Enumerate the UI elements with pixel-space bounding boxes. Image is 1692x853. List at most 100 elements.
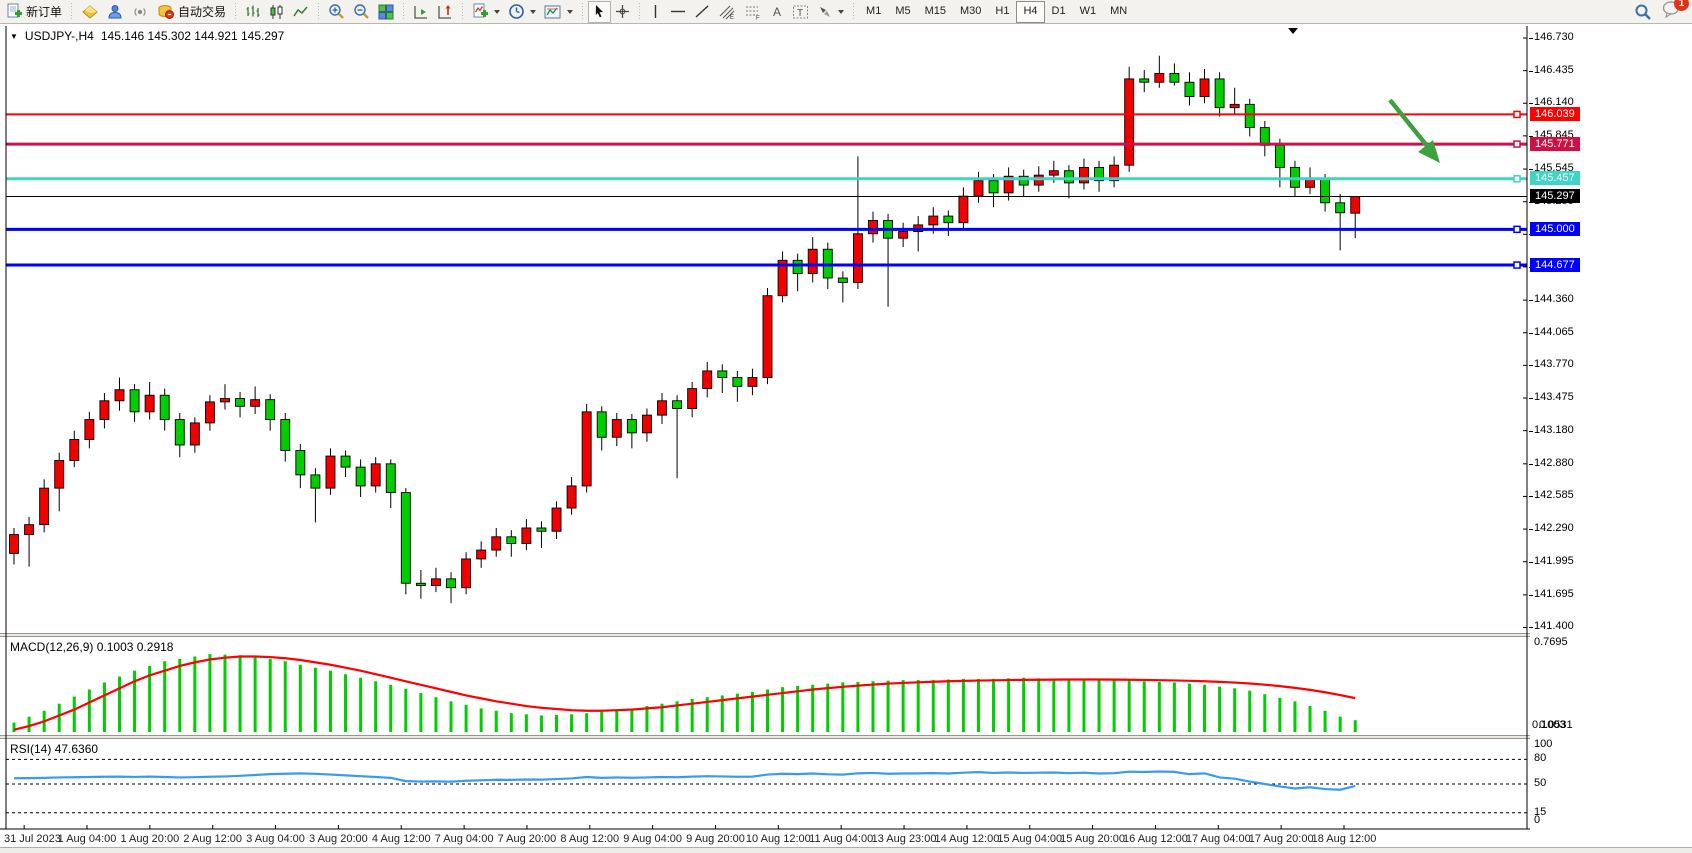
candle [54,460,65,489]
clock-icon [509,4,524,19]
line-handle[interactable] [1513,140,1521,148]
candle [521,527,532,544]
trendline-icon [695,5,709,18]
panel-splitter[interactable] [0,735,1530,739]
tf-M15[interactable]: M15 [924,4,946,17]
panel-splitter[interactable] [0,633,1530,637]
candle [868,220,878,235]
annotation-arrow[interactable] [1388,98,1434,154]
line-handle[interactable] [1513,110,1521,119]
macd-bar [660,703,664,732]
collapse-icon[interactable]: ▼ [10,31,18,41]
annotation-arrowhead[interactable] [1418,140,1440,163]
periods-button[interactable] [504,1,540,23]
candle [762,295,773,378]
hline-icon [671,10,686,13]
toolbar-separator [233,2,239,21]
time-label: 1 Aug 20:00 [120,833,180,845]
tf-M1[interactable]: M1 [866,4,882,17]
macd-bar [298,664,302,732]
candle [220,398,230,403]
svg-text:A: A [773,5,781,19]
candle [506,536,517,544]
trendline-button[interactable] [690,1,714,23]
time-label: 10 Aug 12:00 [745,833,811,845]
crosshair-button[interactable] [611,1,634,23]
macd-bar [1248,690,1252,732]
vline-button[interactable] [645,1,666,23]
styler-button[interactable] [77,1,103,23]
fibonacci-button[interactable]: F [740,1,766,23]
text-label-button[interactable]: T [788,1,813,23]
line-handle[interactable] [1513,261,1521,269]
signals-button[interactable] [128,1,153,23]
candle [385,463,396,494]
zoom-in-button[interactable] [324,1,349,23]
price-tick: 141.695 [1529,587,1574,600]
autotrade-button[interactable]: 自动交易 [153,1,230,23]
hline-button[interactable] [666,1,690,23]
price-tick: 143.180 [1529,423,1574,436]
templates-button[interactable] [540,1,577,23]
macd-bar [178,658,182,732]
autoscroll-icon [414,5,428,19]
tf-M30[interactable]: M30 [960,4,982,17]
candle [69,439,80,461]
macd-bar [449,701,453,732]
macd-axis-max: 0.7695 [1534,636,1568,648]
line-handle[interactable] [1513,175,1521,183]
search-icon[interactable] [1634,3,1652,21]
candle [235,398,246,407]
arrow-objects-icon [820,6,831,17]
line-chart-icon [293,6,308,16]
indicators-button[interactable] [468,1,504,23]
line-chart-button[interactable] [289,1,313,23]
text-button[interactable]: A [766,1,788,23]
candle [491,536,502,551]
macd-bar [1157,681,1161,732]
bar-chart-button[interactable] [241,1,265,23]
tf-D1[interactable]: D1 [1051,4,1066,17]
macd-signal-line [13,655,1356,731]
macd-bar [976,678,980,732]
chart-plot-area[interactable] [0,24,1530,852]
candle [1274,144,1285,168]
tf-H1[interactable]: H1 [995,4,1010,17]
macd-bar [811,684,815,732]
zoom-out-button[interactable] [349,1,374,23]
price-tick: 144.065 [1529,325,1574,338]
new-order-button[interactable]: 新订单 [2,1,66,23]
tf-W1[interactable]: W1 [1079,4,1097,17]
candle [370,463,381,487]
chart-ohlc-values: 145.146 145.302 144.921 145.297 [100,29,285,43]
macd-bar [1112,680,1116,732]
price-axis[interactable]: 146.730146.435146.140145.845145.545145.2… [1528,24,1692,830]
channel-button[interactable]: E [714,1,740,23]
notifications-button[interactable]: 1 [1662,0,1689,23]
tf-MN[interactable]: MN [1110,4,1128,17]
shift-marker[interactable] [1288,28,1298,34]
autotrade-label: 自动交易 [178,5,227,19]
candlestick-button[interactable] [265,1,289,23]
candle [114,389,125,402]
time-axis[interactable]: 31 Jul 2023 1 Aug 04:00 1 Aug 20:00 2 Aug 1… [0,831,1530,847]
time-label: 31 Jul 2023 [4,833,61,845]
candle [973,180,984,197]
new-order-icon [7,3,22,18]
chart-shift-button[interactable] [433,1,457,23]
macd-bar [87,689,91,732]
line-handle[interactable] [1513,225,1521,234]
community-button[interactable] [103,1,128,23]
candle [431,578,441,586]
svg-text:E: E [730,15,734,20]
cursor-button[interactable] [588,0,612,23]
autoscroll-button[interactable] [409,1,433,23]
chart-title-bar[interactable]: ▼ USDJPY-,H4 145.146 145.302 144.921 145… [10,29,284,43]
tf-H4[interactable]: H4 [1016,0,1045,23]
macd-bar [1263,694,1267,732]
arrows-button[interactable] [813,1,848,23]
tf-M5[interactable]: M5 [895,4,911,17]
tile-windows-button[interactable] [374,1,398,23]
macd-bar [931,680,935,732]
toolbar-separator [69,2,75,21]
